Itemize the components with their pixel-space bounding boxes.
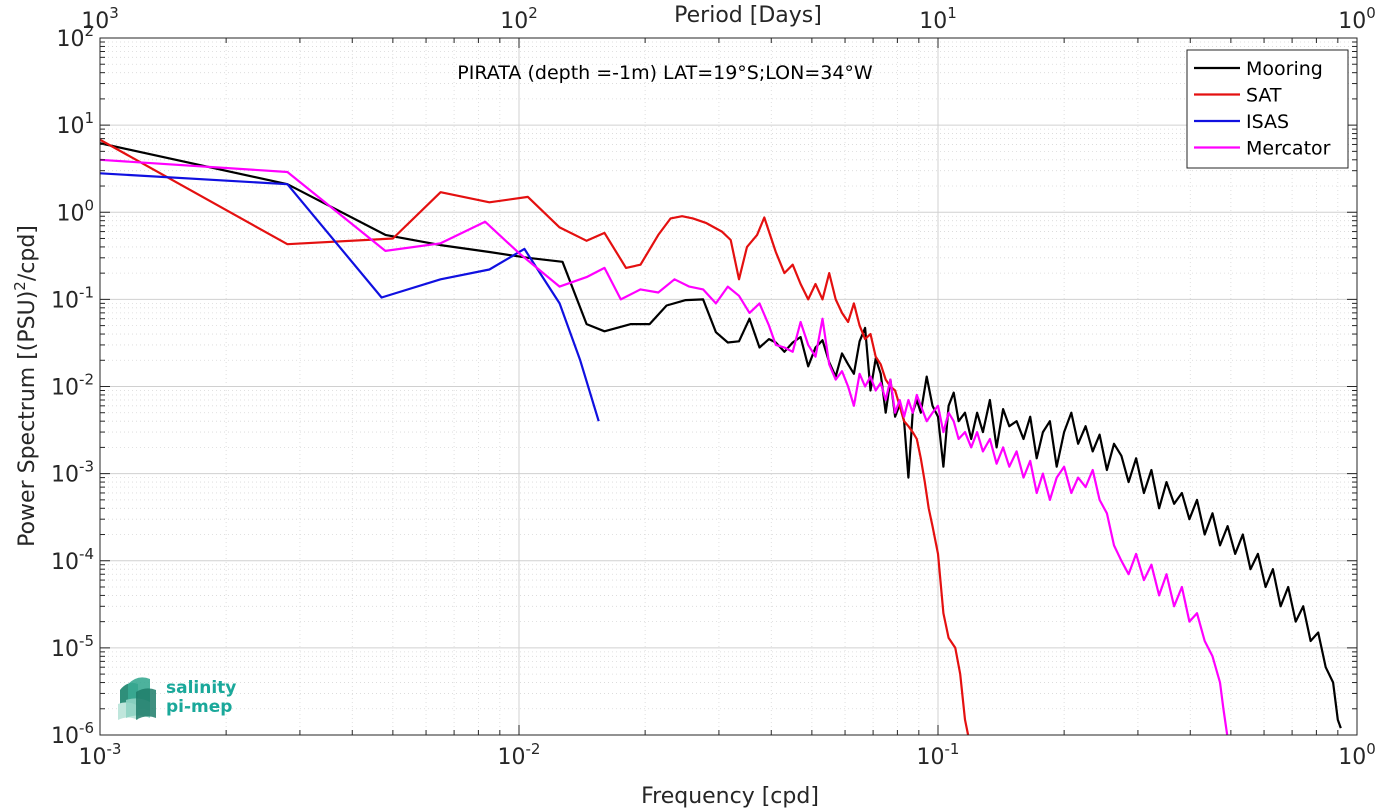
x-axis-label: Frequency [cpd] bbox=[641, 784, 819, 809]
top-tick-label: 103 bbox=[81, 4, 119, 34]
top-tick-label: 102 bbox=[500, 4, 538, 34]
y-tick-label: 101 bbox=[56, 109, 94, 139]
salinity-pi-mep-logo: salinity pi-mep bbox=[118, 677, 236, 720]
x-tick-label: 10-3 bbox=[79, 740, 122, 770]
logo-line1: salinity bbox=[166, 678, 236, 698]
y-axis-label-post: /cpd] bbox=[15, 225, 40, 281]
y-axis-label-pre: Power Spectrum [(PSU) bbox=[15, 291, 40, 547]
tick-marks bbox=[99, 37, 1358, 736]
top-tick-label: 101 bbox=[919, 4, 957, 34]
y-tick-label: 10-5 bbox=[51, 632, 94, 662]
y-tick-label: 10-1 bbox=[51, 283, 94, 313]
x-tick-label: 10-2 bbox=[498, 740, 541, 770]
top-tick-label: 100 bbox=[1338, 4, 1376, 34]
legend: Mooring SAT ISAS Mercator bbox=[1186, 49, 1349, 169]
y-tick-label: 10-3 bbox=[51, 458, 94, 488]
y-tick-label: 102 bbox=[56, 22, 94, 52]
y-tick-label: 100 bbox=[56, 196, 94, 226]
legend-label-isas: ISAS bbox=[1246, 111, 1289, 133]
series-line-mercator bbox=[100, 158, 1229, 735]
series-line-mooring bbox=[100, 142, 1342, 729]
y-axis-label: Power Spectrum [(PSU)2/cpd] bbox=[11, 225, 40, 547]
y-tick-label: 10-6 bbox=[51, 719, 94, 749]
y-tick-label: 10-2 bbox=[51, 371, 94, 401]
y-tick-label: 10-4 bbox=[51, 545, 94, 575]
logo-line2: pi-mep bbox=[166, 697, 232, 717]
series-layer bbox=[100, 138, 1342, 735]
x-tick-label: 10-1 bbox=[917, 740, 960, 770]
chart-title: PIRATA (depth =-1m) LAT=19°S;LON=34°W bbox=[457, 62, 873, 84]
x-tick-label: 100 bbox=[1338, 740, 1376, 770]
series-line-sat bbox=[100, 138, 970, 735]
logo-icon bbox=[118, 677, 156, 720]
y-axis-label-sup: 2 bbox=[11, 281, 29, 291]
legend-label-mercator: Mercator bbox=[1246, 138, 1331, 160]
series-line-isas bbox=[100, 172, 600, 422]
top-axis-label: Period [Days] bbox=[674, 3, 822, 28]
legend-label-sat: SAT bbox=[1246, 85, 1282, 107]
legend-label-mooring: Mooring bbox=[1246, 58, 1323, 80]
